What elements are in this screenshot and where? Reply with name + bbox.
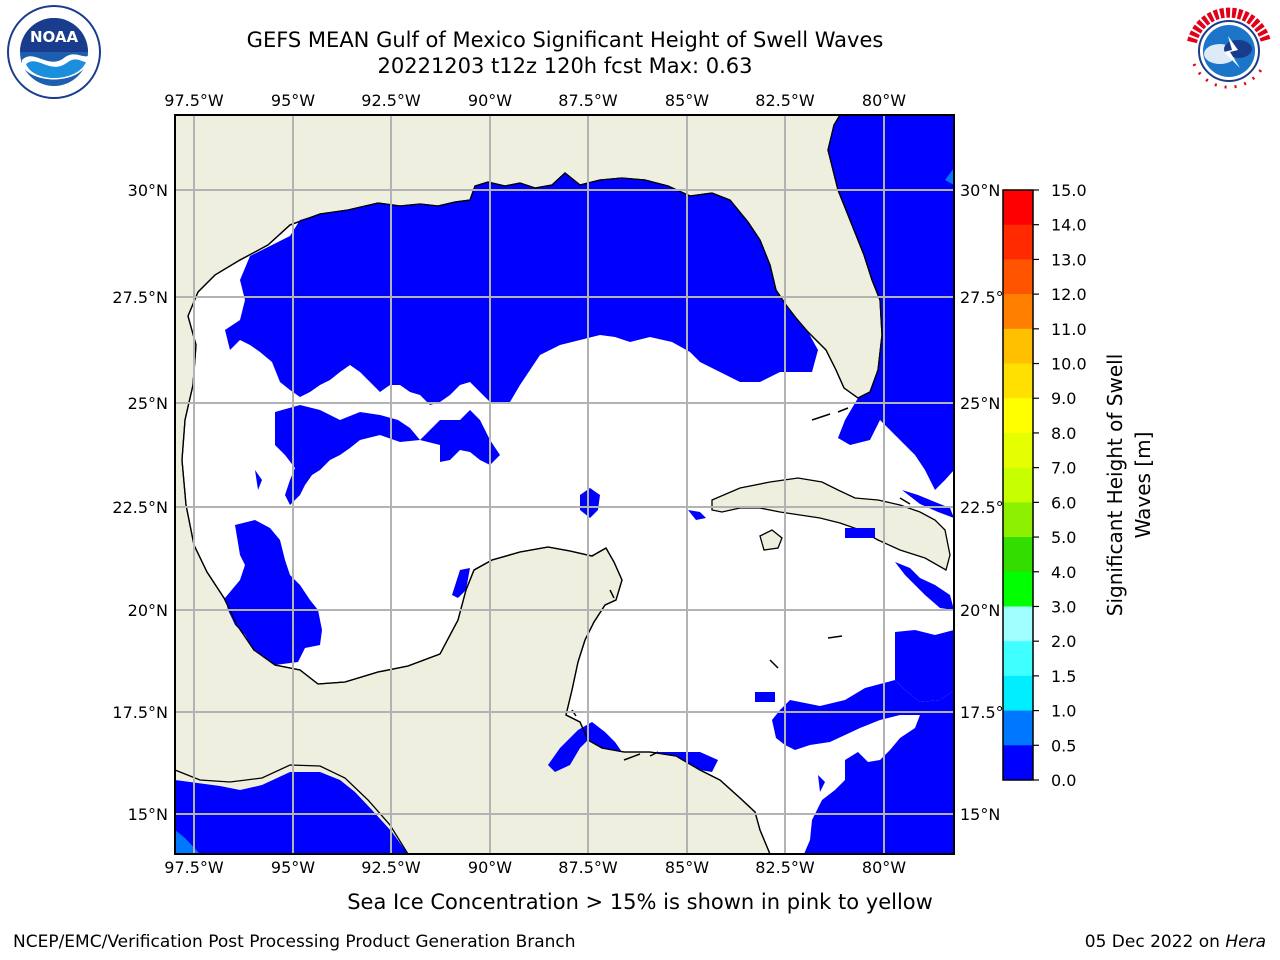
colorbar-band xyxy=(1003,363,1033,399)
lon-tick: 87.5°W xyxy=(558,858,618,877)
footer-credit: NCEP/EMC/Verification Post Processing Pr… xyxy=(13,932,576,952)
colorbar-tick-label: 10.0 xyxy=(1051,355,1087,374)
lat-tick: 15°N xyxy=(960,805,1000,824)
colorbar-band xyxy=(1003,328,1033,365)
noaa-logo: NOAA xyxy=(7,5,101,99)
colorbar-band xyxy=(1003,641,1033,677)
lat-tick: 17.5°N xyxy=(960,703,1016,722)
lat-tick: 22.5°N xyxy=(112,498,168,517)
lon-tick: 85°W xyxy=(665,858,709,877)
land-cuba xyxy=(711,477,951,571)
chart-title: GEFS MEAN Gulf of Mexico Significant Hei… xyxy=(246,28,884,52)
colorbar-tick-label: 3.0 xyxy=(1051,597,1076,616)
lon-tick: 90°W xyxy=(468,858,512,877)
colorbar-tick-label: 9.0 xyxy=(1051,389,1076,408)
noaa-logo-text: NOAA xyxy=(30,28,79,46)
lon-tick: 80°W xyxy=(862,91,906,110)
colorbar-band xyxy=(1003,432,1033,469)
colorbar-tick-label: 12.0 xyxy=(1051,285,1087,304)
lon-tick: 95°W xyxy=(271,858,315,877)
colorbar-tick-label: 1.5 xyxy=(1051,667,1076,686)
lat-tick: 25°N xyxy=(960,394,1000,413)
colorbar-tick-label: 0.5 xyxy=(1051,736,1076,755)
colorbar-band xyxy=(1003,606,1033,642)
colorbar-label-line1: Significant Height of Swell xyxy=(1103,354,1127,616)
lat-ticks-right: 30°N 27.5°N 25°N 22.5°N 20°N 17.5°N 15°N xyxy=(960,181,1016,824)
lon-tick: 97.5°W xyxy=(164,91,224,110)
colorbar-band xyxy=(1003,294,1033,330)
lat-tick: 27.5°N xyxy=(112,288,168,307)
footer-date-text: 05 Dec 2022 on xyxy=(1084,932,1226,952)
lon-tick: 92.5°W xyxy=(361,858,421,877)
colorbar-band xyxy=(1003,224,1033,260)
colorbar-band xyxy=(1003,467,1033,503)
colorbar-tick-label: 6.0 xyxy=(1051,493,1076,512)
colorbar-tick-label: 11.0 xyxy=(1051,320,1087,339)
lat-tick: 25°N xyxy=(128,394,168,413)
colorbar-band xyxy=(1003,537,1033,573)
lat-tick: 20°N xyxy=(128,601,168,620)
colorbar-band xyxy=(1003,190,1033,226)
colorbar-tick-label: 1.0 xyxy=(1051,702,1076,721)
map-area xyxy=(175,115,954,854)
swell-0-0.5 xyxy=(175,115,954,854)
lat-tick: 17.5°N xyxy=(112,703,168,722)
colorbar-band xyxy=(1003,745,1033,781)
lat-tick: 30°N xyxy=(960,181,1000,200)
colorbar-tick-label: 4.0 xyxy=(1051,563,1076,582)
colorbar-band xyxy=(1003,502,1033,538)
lon-tick: 82.5°W xyxy=(755,91,815,110)
lon-tick: 95°W xyxy=(271,91,315,110)
lon-tick: 85°W xyxy=(665,91,709,110)
colorbar-ticks: 15.0 14.0 13.0 12.0 11.0 10.0 9.0 8.0 7.0 6.0 5.0 4… xyxy=(1033,181,1087,790)
land-isla-juventud xyxy=(759,529,783,551)
lon-tick: 92.5°W xyxy=(361,91,421,110)
lon-tick: 82.5°W xyxy=(755,858,815,877)
nws-logo xyxy=(1183,5,1275,97)
footer-date: 05 Dec 2022 on Hera xyxy=(1085,932,1266,952)
colorbar-band xyxy=(1003,571,1033,607)
colorbar-tick-label: 7.0 xyxy=(1051,459,1076,478)
lon-ticks-top: 97.5°W 95°W 92.5°W 90°W 87.5°W 85°W 82.5… xyxy=(164,91,906,110)
lon-tick: 97.5°W xyxy=(164,858,224,877)
sea-ice-caption: Sea Ice Concentration > 15% is shown in … xyxy=(347,890,933,914)
colorbar-band xyxy=(1003,675,1033,712)
chart-subtitle: 20221203 t12z 120h fcst Max: 0.63 xyxy=(377,54,753,78)
lat-tick: 15°N xyxy=(128,805,168,824)
colorbar-band xyxy=(1003,398,1033,434)
colorbar-tick-label: 8.0 xyxy=(1051,424,1076,443)
colorbar-tick-label: 0.0 xyxy=(1051,771,1076,790)
lat-tick: 30°N xyxy=(128,181,168,200)
footer-host: Hera xyxy=(1225,932,1266,952)
colorbar-tick-label: 14.0 xyxy=(1051,216,1087,235)
lon-tick: 90°W xyxy=(468,91,512,110)
lon-tick: 80°W xyxy=(862,858,906,877)
lon-tick: 87.5°W xyxy=(558,91,618,110)
colorbar-tick-label: 2.0 xyxy=(1051,632,1076,651)
colorbar-frame xyxy=(1002,189,1034,781)
lat-tick: 20°N xyxy=(960,601,1000,620)
colorbar-label-line2: Waves [m] xyxy=(1131,432,1155,539)
lat-ticks-left: 30°N 27.5°N 25°N 22.5°N 20°N 17.5°N 15°N xyxy=(112,181,168,824)
map-frame xyxy=(174,114,955,855)
lat-tick: 22.5°N xyxy=(960,498,1016,517)
colorbar-tick-label: 13.0 xyxy=(1051,250,1087,269)
lon-ticks-bottom: 97.5°W 95°W 92.5°W 90°W 87.5°W 85°W 82.5… xyxy=(164,858,906,877)
colorbar-band xyxy=(1003,710,1033,746)
colorbar xyxy=(1003,190,1033,781)
colorbar-band xyxy=(1003,259,1033,295)
lat-tick: 27.5°N xyxy=(960,288,1016,307)
colorbar-tick-label: 15.0 xyxy=(1051,181,1087,200)
colorbar-tick-label: 5.0 xyxy=(1051,528,1076,547)
land-cozumel xyxy=(609,589,615,599)
gridlines xyxy=(175,115,954,854)
